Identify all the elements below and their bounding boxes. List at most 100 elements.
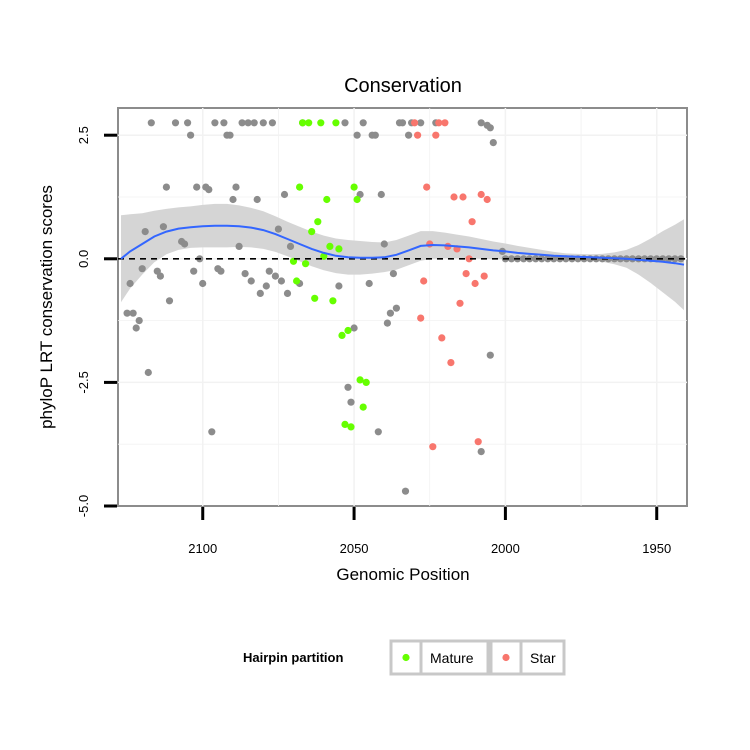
smooth-line-layer [118, 224, 687, 266]
point-other [171, 119, 180, 127]
point-mature [326, 242, 334, 250]
point-other [208, 428, 216, 436]
point-star [435, 119, 443, 127]
point-other [235, 242, 243, 250]
point-other [489, 139, 497, 147]
point-star [432, 131, 440, 139]
point-other [259, 119, 267, 127]
point-star [462, 270, 470, 278]
point-mature [332, 119, 340, 127]
x-tick-label: 2100 [188, 541, 217, 556]
legend-title: Hairpin partition [243, 650, 343, 665]
point-other [671, 255, 679, 263]
point-other [532, 255, 540, 263]
point-mature [323, 195, 331, 204]
point-other [417, 119, 425, 127]
x-axis: 2100 2050 2000 1950 [188, 507, 671, 556]
point-star [471, 279, 479, 288]
point-other [187, 131, 195, 139]
point-other [244, 119, 252, 127]
point-other [129, 309, 137, 317]
point-other [190, 267, 198, 275]
point-other [226, 131, 234, 139]
point-other [126, 279, 134, 288]
point-other [132, 324, 140, 332]
point-mature [353, 195, 361, 204]
point-star [474, 438, 482, 446]
point-star [450, 193, 458, 201]
point-star [441, 119, 449, 127]
point-star [411, 119, 419, 127]
point-star [417, 314, 425, 322]
point-mature [293, 277, 301, 285]
point-mature [299, 119, 307, 127]
point-other [241, 270, 249, 278]
point-other [380, 240, 388, 248]
point-other [398, 119, 407, 127]
point-other [123, 309, 131, 317]
point-other [477, 119, 485, 127]
point-mature [314, 218, 322, 226]
point-other [486, 124, 494, 132]
x-axis-title: Genomic Position [336, 565, 469, 584]
point-star [429, 443, 437, 451]
point-mature [317, 119, 325, 127]
legend-point-star [502, 653, 510, 662]
x-tick-label: 2000 [491, 541, 520, 556]
legend-point-mature [402, 653, 410, 662]
point-other [220, 119, 228, 127]
legend-label-mature: Mature [430, 650, 474, 666]
point-mature [359, 403, 367, 411]
point-other [365, 279, 373, 288]
point-mature [311, 294, 319, 302]
point-other [353, 131, 361, 139]
point-other [229, 195, 237, 204]
legend: Hairpin partition Mature Star [243, 639, 566, 676]
point-other [383, 319, 391, 327]
point-other [350, 324, 358, 332]
point-other [520, 255, 528, 263]
point-mature [335, 245, 343, 253]
point-other [344, 383, 352, 391]
point-other [156, 272, 164, 280]
point-mature [329, 297, 337, 305]
point-other [144, 368, 152, 377]
point-mature [347, 423, 355, 431]
point-star [420, 277, 428, 285]
point-other [135, 317, 143, 325]
point-other [193, 183, 201, 191]
point-other [159, 223, 167, 231]
point-star [468, 218, 476, 226]
point-other [341, 119, 349, 127]
point-other [138, 265, 146, 273]
y-axis-title: phyloP LRT conservation scores [37, 185, 56, 429]
point-star [447, 359, 455, 367]
point-other [274, 225, 282, 233]
point-other [253, 195, 261, 204]
point-other [335, 282, 343, 290]
point-other [401, 487, 410, 495]
points-layer [123, 119, 685, 495]
plot-panel [117, 107, 688, 507]
point-other [386, 309, 394, 317]
y-tick-label: -5.0 [76, 495, 91, 517]
point-other [377, 190, 385, 199]
point-mature [362, 378, 370, 386]
point-star [414, 131, 422, 139]
point-mature [338, 331, 346, 339]
point-other [347, 398, 355, 406]
point-other [256, 289, 264, 297]
point-other [247, 277, 255, 285]
point-other [141, 228, 149, 236]
point-other [268, 119, 276, 127]
point-other [477, 448, 485, 456]
point-other [147, 119, 155, 127]
point-star [426, 240, 434, 248]
point-other [238, 119, 246, 127]
point-star [480, 272, 488, 280]
legend-label-star: Star [530, 650, 556, 666]
point-mature [341, 420, 349, 428]
y-tick-label: 0.0 [76, 250, 91, 268]
point-mature [302, 260, 310, 268]
